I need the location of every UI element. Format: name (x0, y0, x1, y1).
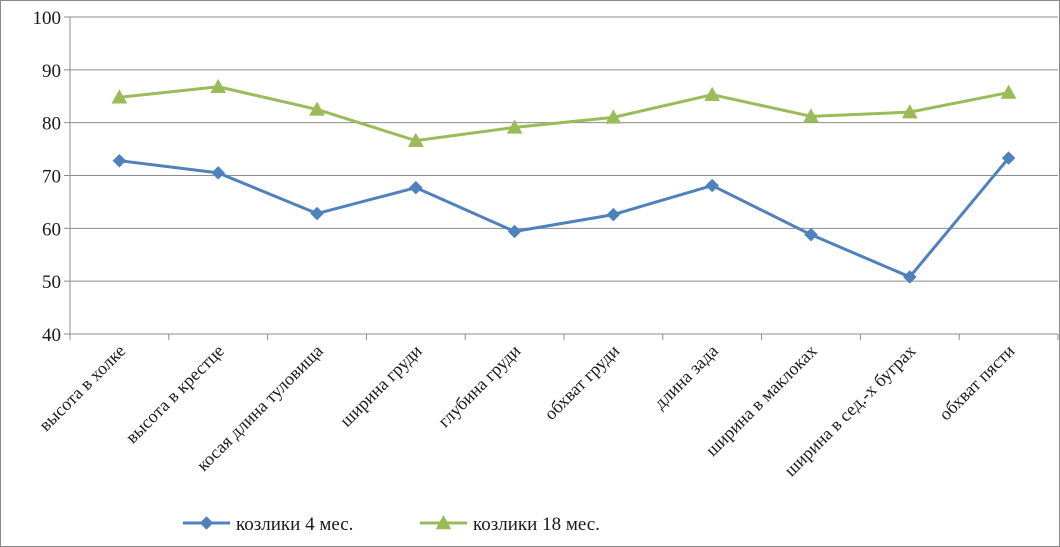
data-point (705, 178, 720, 193)
data-point (606, 207, 621, 222)
y-axis-ticks: 40 50 60 70 80 90 100 (33, 8, 62, 346)
data-point (507, 224, 522, 239)
axes (64, 16, 1059, 340)
series-layer (111, 78, 1017, 284)
y-tick-label: 100 (33, 8, 62, 29)
data-point (112, 153, 127, 168)
x-tick-label: обхват пясти (935, 340, 1019, 424)
y-tick-label: 80 (42, 114, 61, 135)
data-point (1000, 84, 1017, 99)
data-point (902, 270, 917, 284)
data-point (803, 108, 819, 123)
x-tick-label: высота в крестце (122, 341, 228, 447)
y-tick-label: 60 (42, 219, 61, 240)
data-point (605, 109, 622, 124)
legend-marker (199, 516, 214, 530)
data-point (111, 89, 128, 104)
legend-label: козлики 18 мес. (473, 514, 600, 535)
x-tick-label: ширина груди (336, 340, 426, 430)
series-line (119, 157, 1010, 279)
data-point (1001, 151, 1016, 165)
data-point (309, 101, 325, 116)
legend-marker (435, 514, 452, 530)
series-line (119, 85, 1009, 143)
y-tick-label: 90 (42, 61, 61, 82)
data-point (704, 86, 721, 101)
data-point (408, 180, 423, 195)
data-point (211, 166, 226, 180)
y-tick-label: 50 (42, 272, 61, 293)
x-tick-label: длина зада (650, 341, 722, 413)
x-tick-label: высота в холке (35, 341, 129, 435)
y-tick-label: 70 (42, 167, 61, 188)
x-tick-label: обхват груди (540, 340, 623, 423)
gridlines (70, 16, 1058, 282)
data-point (407, 132, 424, 147)
data-point (506, 119, 523, 134)
legend: козлики 4 мес. козлики 18 мес. (183, 514, 600, 535)
legend-label: козлики 4 мес. (236, 514, 353, 535)
data-point (210, 78, 227, 93)
data-point (310, 206, 324, 221)
data-point (804, 227, 818, 242)
y-tick-label: 40 (42, 325, 61, 346)
data-point (901, 104, 918, 119)
x-tick-label: глубина груди (434, 340, 525, 431)
